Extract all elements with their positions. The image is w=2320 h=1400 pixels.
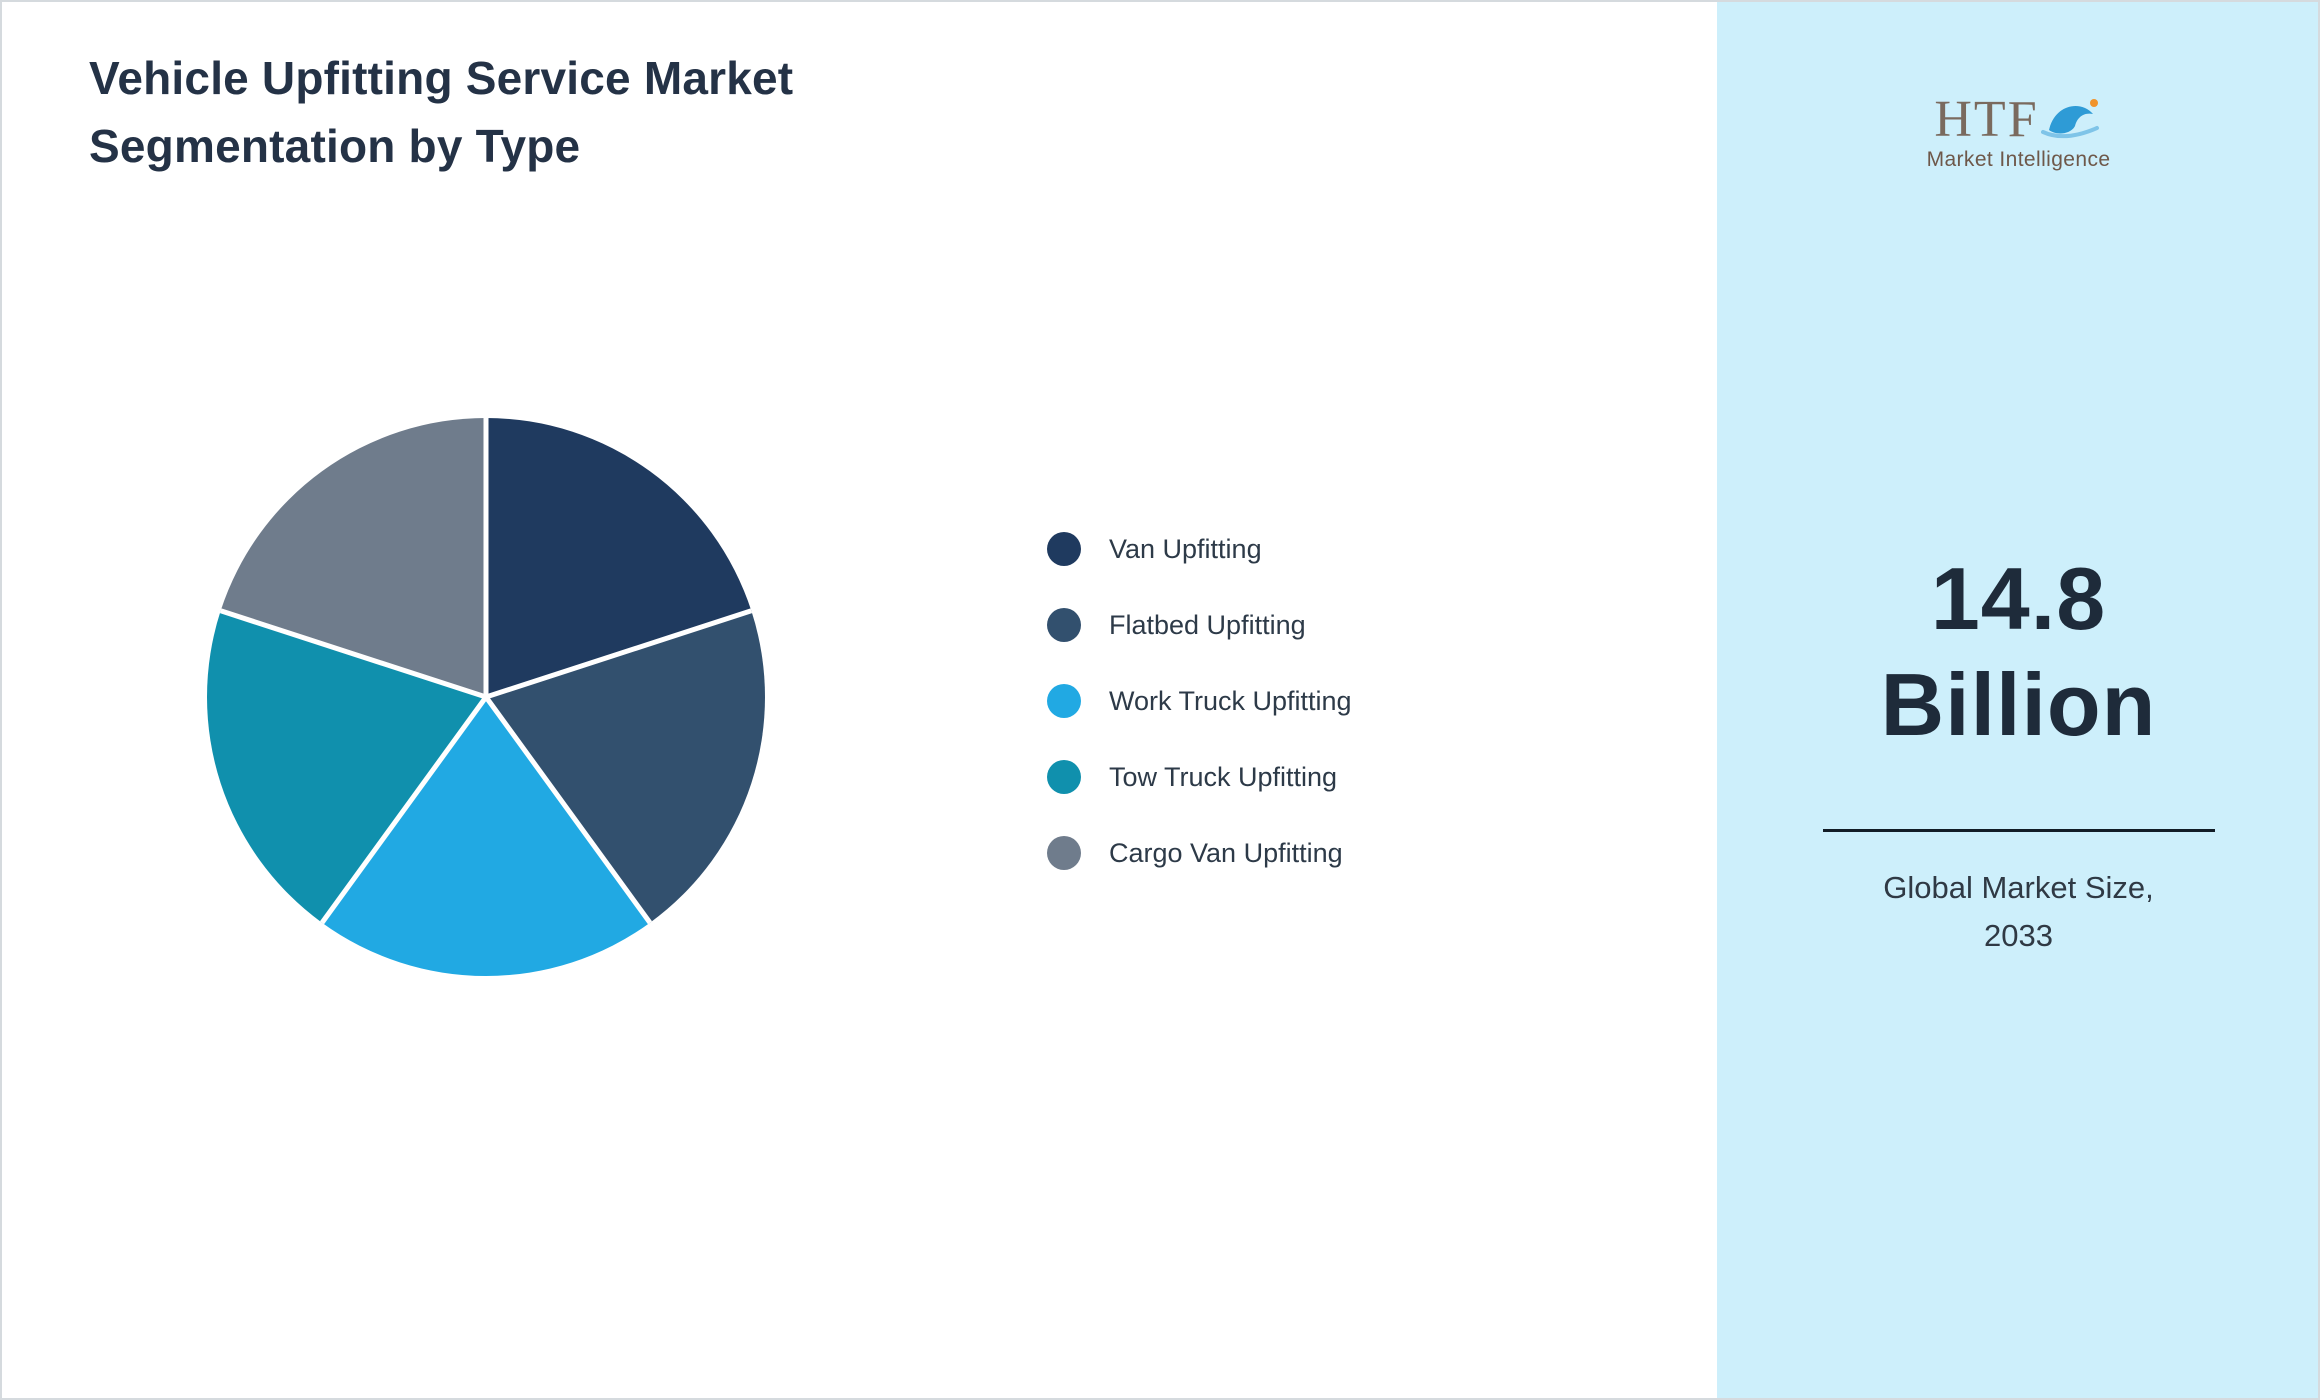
pie-slice-separator — [319, 695, 489, 925]
legend-item: Work Truck Upfitting — [1047, 684, 1352, 718]
page-title-line1: Vehicle Upfitting Service Market — [89, 52, 794, 104]
legend-dot — [1047, 532, 1081, 566]
dolphin-icon — [2040, 99, 2099, 139]
pie-slice-4 — [220, 418, 486, 697]
page-title-line2: Segmentation by Type — [89, 120, 581, 172]
legend-label: Cargo Van Upfitting — [1109, 837, 1343, 868]
pie-slice-separator — [483, 695, 653, 925]
caption-line1: Global Market Size, — [1883, 870, 2154, 905]
pie-slice-3 — [207, 610, 486, 923]
market-size-value: 14.8 — [1930, 549, 2107, 648]
market-size-caption: Global Market Size, 2033 — [1717, 864, 2318, 960]
pie-slice-0 — [486, 418, 752, 697]
pie-chart — [207, 418, 765, 977]
market-size-unit: Billion — [1880, 655, 2157, 754]
pie-slice-2 — [322, 697, 650, 977]
pie-slice-1 — [486, 610, 765, 923]
legend-item: Van Upfitting — [1047, 532, 1352, 566]
legend-label: Tow Truck Upfitting — [1109, 761, 1338, 792]
legend-item: Tow Truck Upfitting — [1047, 760, 1352, 794]
legend-dot — [1047, 836, 1081, 870]
htf-logo: HTF Market Intelligence — [1717, 94, 2318, 172]
divider-line — [1822, 829, 2215, 832]
logo-text: HTF — [1934, 91, 2039, 148]
logo-subtext: Market Intelligence — [1926, 148, 2111, 171]
legend-item: Flatbed Upfitting — [1047, 608, 1352, 642]
pie-slice-separator — [485, 608, 753, 700]
legend-dot — [1047, 608, 1081, 642]
caption-line2: 2033 — [1984, 918, 2053, 953]
legend-label: Van Upfitting — [1109, 533, 1262, 564]
pie-slice-separator — [219, 608, 487, 700]
pie-chart-container — [196, 407, 776, 987]
legend-label: Flatbed Upfitting — [1109, 609, 1306, 640]
right-panel: HTF Market Intelligence 14.8 Billion Glo… — [1717, 2, 2318, 1398]
market-size: 14.8 Billion — [1717, 546, 2318, 758]
legend-dot — [1047, 684, 1081, 718]
logo-row: HTF — [1934, 94, 2102, 146]
page-title: Vehicle Upfitting Service Market Segment… — [89, 44, 793, 180]
legend-item: Cargo Van Upfitting — [1047, 836, 1352, 870]
legend-label: Work Truck Upfitting — [1109, 685, 1352, 716]
chart-legend: Van Upfitting Flatbed Upfitting Work Tru… — [1047, 532, 1352, 912]
legend-dot — [1047, 760, 1081, 794]
